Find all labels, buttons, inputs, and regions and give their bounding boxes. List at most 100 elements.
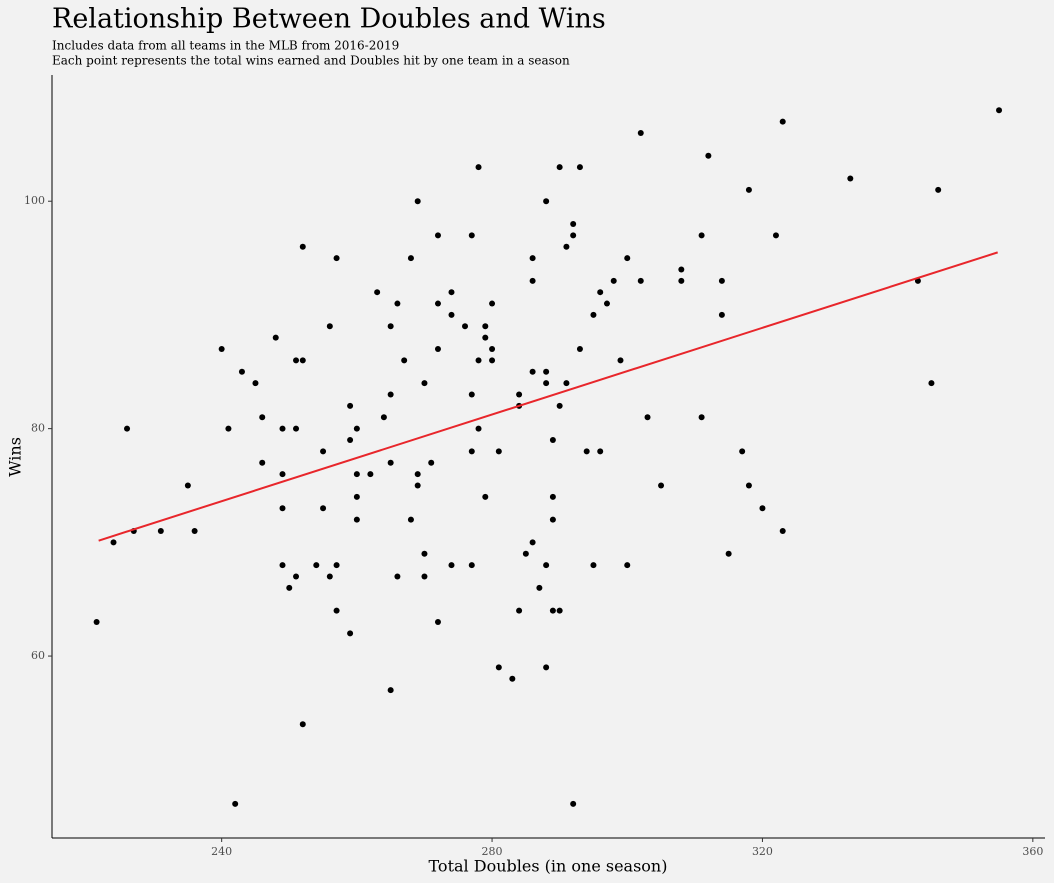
- point: [326, 573, 333, 580]
- point: [434, 232, 441, 239]
- point: [556, 607, 563, 614]
- point: [191, 527, 198, 534]
- point: [549, 437, 556, 444]
- point: [516, 607, 523, 614]
- point: [434, 300, 441, 307]
- point: [353, 493, 360, 500]
- point: [495, 664, 502, 671]
- point: [610, 277, 617, 284]
- point: [347, 402, 354, 409]
- point: [387, 687, 394, 694]
- point: [590, 562, 597, 569]
- point: [489, 300, 496, 307]
- point: [563, 243, 570, 250]
- point: [928, 380, 935, 387]
- point: [536, 584, 543, 591]
- x-axis-label: Total Doubles (in one season): [429, 857, 668, 876]
- point: [475, 164, 482, 171]
- point: [313, 562, 320, 569]
- point: [637, 129, 644, 136]
- point: [617, 357, 624, 364]
- point: [556, 402, 563, 409]
- point: [563, 380, 570, 387]
- point: [434, 618, 441, 625]
- point: [407, 255, 414, 262]
- point: [698, 232, 705, 239]
- point: [347, 437, 354, 444]
- point: [509, 675, 516, 682]
- point: [320, 448, 327, 455]
- point: [272, 334, 279, 341]
- point: [759, 505, 766, 512]
- point: [279, 471, 286, 478]
- point: [543, 368, 550, 375]
- point: [698, 414, 705, 421]
- point: [779, 527, 786, 534]
- point: [739, 448, 746, 455]
- point: [279, 562, 286, 569]
- point: [935, 186, 942, 193]
- point: [495, 448, 502, 455]
- point: [475, 357, 482, 364]
- point: [516, 391, 523, 398]
- y-tick-label: 80: [31, 422, 45, 435]
- point: [326, 323, 333, 330]
- point: [333, 255, 340, 262]
- point: [468, 562, 475, 569]
- point: [678, 277, 685, 284]
- point: [529, 539, 536, 546]
- point: [124, 425, 131, 432]
- point: [293, 357, 300, 364]
- point: [543, 198, 550, 205]
- point: [394, 573, 401, 580]
- point: [725, 550, 732, 557]
- point: [489, 357, 496, 364]
- point: [718, 277, 725, 284]
- point: [320, 505, 327, 512]
- point: [333, 562, 340, 569]
- point: [570, 232, 577, 239]
- point: [407, 516, 414, 523]
- point: [238, 368, 245, 375]
- point: [745, 186, 752, 193]
- point: [387, 323, 394, 330]
- point: [434, 346, 441, 353]
- point: [259, 414, 266, 421]
- point: [299, 243, 306, 250]
- point: [184, 482, 191, 489]
- point: [529, 368, 536, 375]
- point: [414, 198, 421, 205]
- point: [549, 607, 556, 614]
- point: [279, 425, 286, 432]
- point: [394, 300, 401, 307]
- point: [543, 562, 550, 569]
- point: [279, 505, 286, 512]
- point: [597, 448, 604, 455]
- chart-subtitle: Includes data from all teams in the MLB …: [52, 39, 399, 53]
- point: [482, 323, 489, 330]
- point: [597, 289, 604, 296]
- point: [779, 118, 786, 125]
- point: [705, 152, 712, 159]
- point: [353, 425, 360, 432]
- point: [157, 527, 164, 534]
- point: [570, 220, 577, 227]
- point: [468, 448, 475, 455]
- point: [576, 164, 583, 171]
- point: [468, 232, 475, 239]
- point: [387, 391, 394, 398]
- point: [218, 346, 225, 353]
- point: [590, 311, 597, 318]
- point: [387, 459, 394, 466]
- point: [428, 459, 435, 466]
- point: [93, 618, 100, 625]
- point: [658, 482, 665, 489]
- point: [448, 311, 455, 318]
- point: [448, 289, 455, 296]
- y-axis-label: Wins: [6, 437, 25, 477]
- point: [448, 562, 455, 569]
- chart-subtitle: Each point represents the total wins ear…: [52, 54, 570, 68]
- point: [468, 391, 475, 398]
- point: [529, 255, 536, 262]
